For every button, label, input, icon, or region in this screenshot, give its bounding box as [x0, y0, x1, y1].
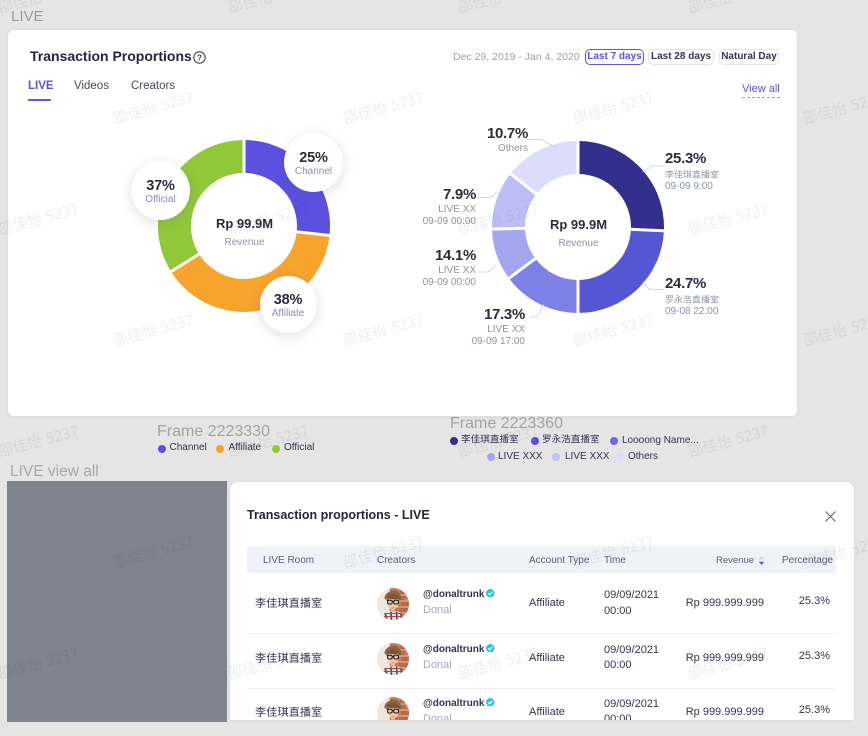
svg-text:?: ?: [197, 52, 202, 62]
